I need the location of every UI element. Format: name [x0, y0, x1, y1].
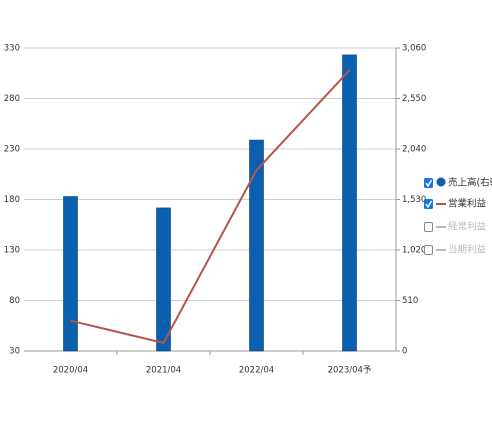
x-tick-label: 2020/04 [53, 366, 88, 376]
legend-item[interactable]: 売上高(右軸) [424, 177, 492, 189]
x-tick-label: 2021/04 [146, 366, 181, 376]
y-tick-label: 330 [4, 44, 20, 54]
legend-label: 当期利益 [448, 244, 487, 256]
checkmark [425, 179, 433, 188]
y2-tick-label: 3,060 [402, 44, 426, 54]
y-tick-label: 280 [4, 94, 20, 104]
y2-tick-label: 1,020 [402, 246, 426, 256]
x-tick-label: 2023/04予 [328, 366, 372, 376]
y-tick-label: 30 [9, 347, 20, 357]
y2-tick-label: 1,530 [402, 195, 426, 205]
y-tick-label: 130 [4, 246, 20, 256]
checkbox[interactable] [424, 245, 433, 255]
legend-item[interactable]: 営業利益 [424, 198, 487, 210]
y2-tick-label: 0 [402, 347, 407, 357]
bar [342, 54, 357, 352]
bar [156, 207, 171, 352]
y-tick-label: 80 [9, 296, 20, 306]
legend-label: 営業利益 [448, 198, 487, 210]
checkbox[interactable] [424, 222, 433, 232]
line-series [70, 69, 351, 345]
legend-item[interactable]: 経常利益 [424, 221, 487, 233]
y2-tick-label: 2,550 [402, 94, 426, 104]
bar [249, 139, 264, 352]
y-tick-label: 180 [4, 195, 20, 205]
legend-swatch [436, 177, 446, 187]
y-tick-label: 230 [4, 145, 20, 155]
legend-label: 売上高(右軸) [448, 177, 492, 189]
y2-tick-label: 2,040 [402, 145, 426, 155]
bar [63, 196, 78, 352]
legend-item[interactable]: 当期利益 [424, 244, 487, 256]
y2-tick-label: 510 [402, 296, 418, 306]
x-tick-label: 2022/04 [239, 366, 274, 376]
legend-label: 経常利益 [448, 221, 487, 233]
checkmark [425, 200, 433, 209]
